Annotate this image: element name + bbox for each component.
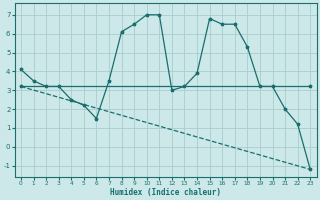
X-axis label: Humidex (Indice chaleur): Humidex (Indice chaleur) — [110, 188, 221, 197]
